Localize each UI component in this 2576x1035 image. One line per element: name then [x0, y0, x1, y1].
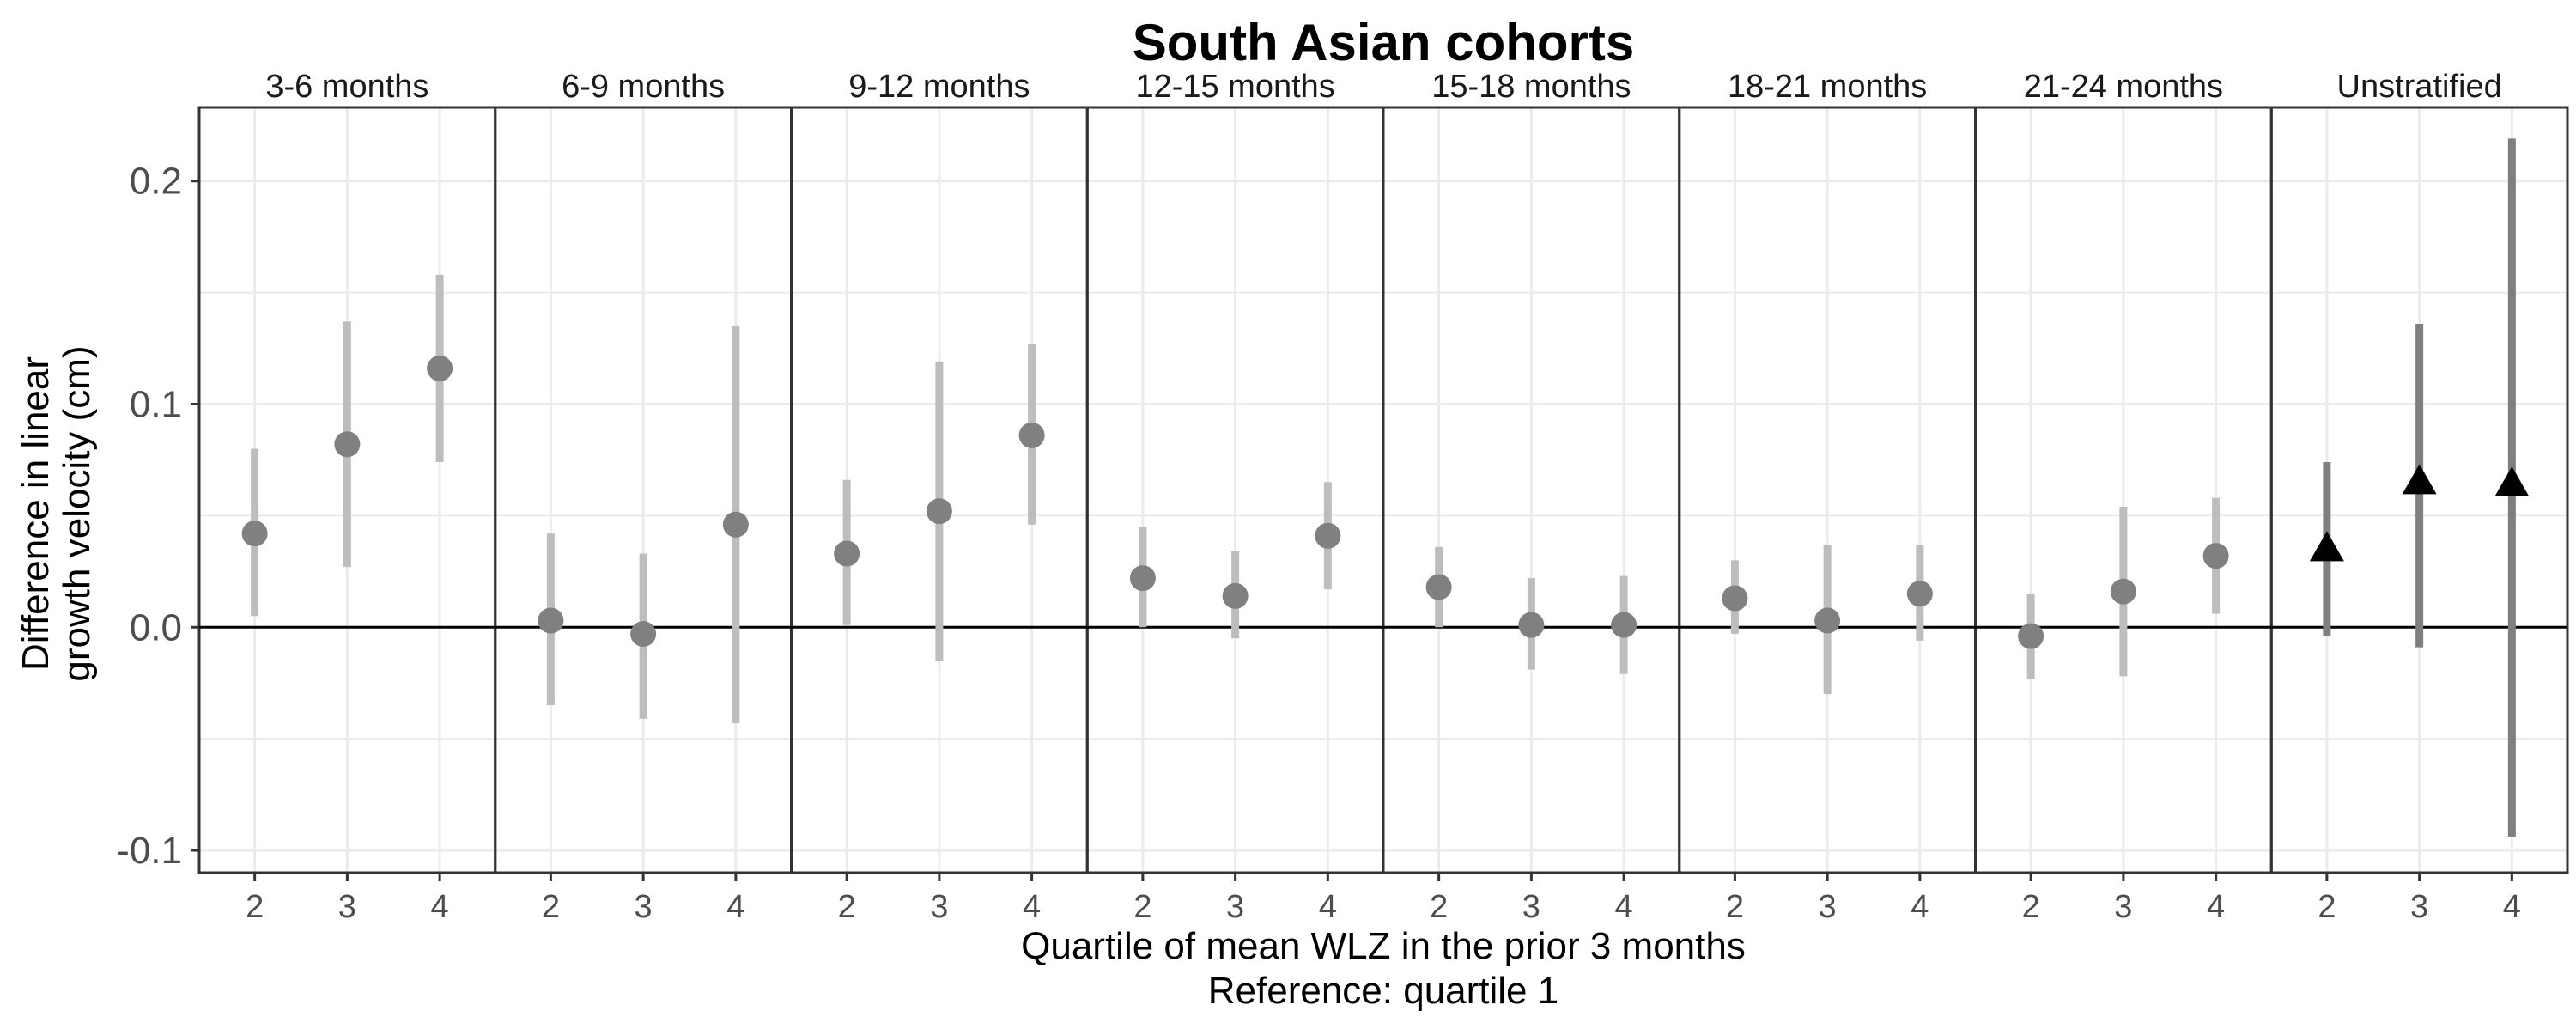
panel-frames: [191, 106, 2569, 881]
point-estimate: [630, 621, 657, 648]
panel-strip-label: 18-21 months: [1728, 69, 1927, 105]
chart-title: South Asian cohorts: [1133, 14, 1634, 71]
x-tick-label: 4: [1911, 889, 1929, 925]
panel-strip-label: Unstratified: [2337, 69, 2502, 105]
point-estimate: [1222, 582, 1249, 609]
panel-strip-label: 6-9 months: [562, 69, 725, 105]
point-estimate: [241, 521, 268, 547]
point-estimate: [1518, 612, 1545, 638]
panel-strip-label: 21-24 months: [2024, 69, 2223, 105]
panel-strip-label: 15-18 months: [1431, 69, 1631, 105]
x-tick-label: 3: [2410, 889, 2428, 925]
point-estimate-triangle: [2402, 464, 2437, 495]
x-tick-label: 2: [1133, 889, 1151, 925]
x-axis-label-line-1: Quartile of mean WLZ in the prior 3 mont…: [1021, 925, 1746, 967]
x-tick-label: 2: [2022, 889, 2040, 925]
y-tick-label: 0.0: [130, 606, 182, 648]
point-estimate: [1425, 574, 1452, 600]
x-tick-label: 3: [338, 889, 356, 925]
panel-strip-label: 9-12 months: [848, 69, 1030, 105]
x-tick-label: 2: [1726, 889, 1744, 925]
x-tick-label: 3: [1522, 889, 1540, 925]
point-estimate: [1722, 585, 1748, 612]
point-estimate: [1018, 422, 1045, 448]
x-axis-label-line-2: Reference: quartile 1: [1208, 970, 1558, 1012]
y-tick-label: 0.2: [130, 161, 182, 203]
x-tick-label: 4: [1319, 889, 1337, 925]
x-tick-label: 2: [542, 889, 560, 925]
x-tick-label: 4: [1023, 889, 1041, 925]
point-estimate: [722, 511, 749, 538]
text-layer: South Asian cohorts Difference in linear…: [15, 14, 2521, 1012]
x-tick-label: 3: [1819, 889, 1837, 925]
point-estimate-triangle: [2494, 466, 2530, 497]
point-estimate: [926, 498, 952, 525]
x-tick-label: 4: [1615, 889, 1633, 925]
panel-strip-label: 3-6 months: [265, 69, 428, 105]
x-tick-label: 2: [246, 889, 264, 925]
x-tick-label: 4: [726, 889, 744, 925]
x-tick-label: 4: [431, 889, 449, 925]
x-tick-label: 3: [2114, 889, 2132, 925]
y-tick-label: 0.1: [130, 383, 182, 425]
point-estimate: [2018, 623, 2044, 649]
point-estimate: [1814, 607, 1841, 634]
point-estimate-triangle: [2309, 531, 2344, 562]
point-estimate: [538, 607, 564, 634]
y-tick-label: -0.1: [117, 830, 182, 872]
x-tick-label: 3: [635, 889, 653, 925]
point-estimate: [334, 431, 361, 458]
point-estimate: [2110, 578, 2136, 605]
x-tick-label: 3: [1226, 889, 1244, 925]
y-axis-label-line-1: Difference in linear: [15, 356, 57, 671]
x-tick-label: 4: [2503, 889, 2521, 925]
x-tick-label: 2: [2318, 889, 2336, 925]
point-estimate: [1611, 612, 1637, 638]
point-estimate: [1315, 522, 1341, 549]
panel-strip-label: 12-15 months: [1135, 69, 1334, 105]
point-estimate: [427, 355, 453, 381]
x-tick-label: 3: [930, 889, 948, 925]
point-estimate: [834, 540, 860, 567]
data-layer: [199, 138, 2567, 837]
y-axis-label-line-2: growth velocity (cm): [56, 345, 98, 681]
x-tick-label: 2: [1430, 889, 1448, 925]
point-estimate: [1906, 581, 1933, 607]
x-tick-label: 4: [2207, 889, 2225, 925]
point-estimate: [2202, 543, 2229, 569]
point-estimate: [1129, 565, 1156, 592]
x-tick-label: 2: [838, 889, 856, 925]
